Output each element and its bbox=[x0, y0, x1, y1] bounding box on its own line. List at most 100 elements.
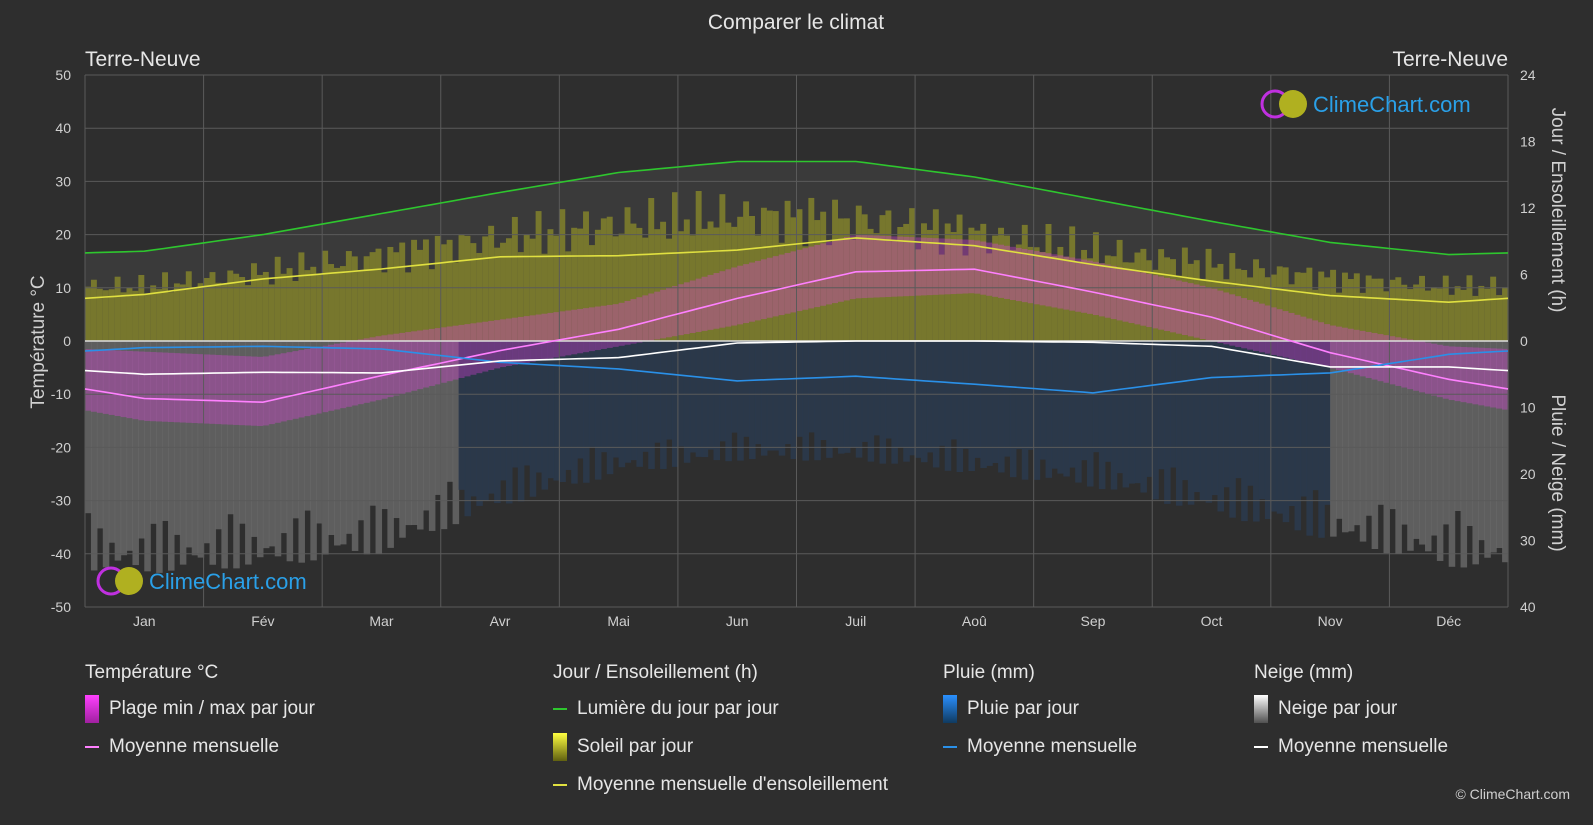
sunshine-bar bbox=[126, 287, 134, 341]
y-tick-label-left: -50 bbox=[51, 599, 71, 615]
sunshine-bar bbox=[1318, 271, 1325, 341]
temp-range-bar bbox=[903, 236, 910, 297]
logo-bottom[interactable]: ClimeChart.com bbox=[96, 566, 307, 596]
x-tick-label: Déc bbox=[1436, 613, 1461, 629]
sunshine-bar bbox=[245, 285, 252, 341]
temp-range-bar bbox=[1253, 301, 1260, 351]
rain-bar bbox=[861, 341, 869, 442]
temp-range-bar bbox=[683, 282, 691, 335]
sunshine-bar bbox=[233, 273, 240, 341]
temp-range-bar bbox=[339, 342, 347, 409]
temp-range-bar bbox=[440, 327, 448, 383]
sunshine-bar bbox=[974, 230, 981, 341]
rain-avg-swatch bbox=[943, 746, 957, 748]
sunshine-bar bbox=[1347, 279, 1355, 341]
sunshine-bar bbox=[191, 288, 199, 341]
temp-range-bar bbox=[1324, 324, 1331, 367]
temp-range-bar bbox=[1502, 348, 1509, 410]
rain-bar bbox=[873, 341, 881, 436]
sunshine-bar bbox=[1341, 272, 1349, 341]
legend-label: Soleil par jour bbox=[577, 736, 694, 757]
rain-bar bbox=[1247, 341, 1254, 486]
temp-range-bar bbox=[168, 352, 175, 422]
sunshine-bar bbox=[891, 240, 898, 341]
rain-bar bbox=[559, 341, 566, 482]
y-tick-label-right-hours: 24 bbox=[1520, 67, 1536, 83]
x-tick-label: Mar bbox=[369, 613, 393, 629]
temp-range-bar bbox=[1039, 252, 1047, 306]
rain-bar bbox=[1075, 341, 1082, 483]
sunshine-bar bbox=[470, 243, 477, 341]
snow-bar bbox=[1466, 341, 1474, 527]
temp-range-bar bbox=[1472, 347, 1479, 405]
temp-range-bar bbox=[707, 274, 715, 330]
temp-range-bar bbox=[1229, 294, 1236, 346]
rain-bar bbox=[1211, 341, 1219, 496]
sunshine-bar bbox=[1306, 267, 1313, 341]
rain-avg-line bbox=[84, 345, 1509, 394]
y-tick-label-right-hours: 12 bbox=[1520, 200, 1536, 216]
temp-range-bar bbox=[624, 300, 632, 345]
rain-bar bbox=[1104, 341, 1112, 462]
legend-label: Neige par jour bbox=[1278, 698, 1398, 719]
snow-bar bbox=[1336, 341, 1343, 519]
rain-bar bbox=[802, 341, 809, 461]
rain-bar bbox=[612, 341, 620, 458]
temp-range-bar bbox=[1134, 271, 1141, 325]
rain-bar bbox=[482, 341, 489, 501]
snow-bar bbox=[316, 341, 323, 524]
rain-bar bbox=[1027, 341, 1035, 450]
copyright[interactable]: © ClimeChart.com bbox=[1455, 786, 1570, 802]
sunshine-bar bbox=[162, 272, 169, 341]
sunshine-bar bbox=[950, 232, 958, 341]
sunshine-bar bbox=[1187, 263, 1195, 341]
rain-bar bbox=[1128, 341, 1136, 484]
temp-range-bar bbox=[725, 269, 732, 327]
y-axis-right-top-label: Jour / Ensoleillement (h) bbox=[1547, 108, 1568, 313]
snow-bar bbox=[298, 341, 305, 563]
temp-range-bar bbox=[636, 297, 643, 343]
sunshine-bar bbox=[1158, 249, 1165, 341]
sunshine-bar bbox=[334, 267, 341, 341]
y-tick-label-left: 50 bbox=[55, 67, 71, 83]
temp-range-bar bbox=[1241, 298, 1248, 349]
rain-bar bbox=[1116, 341, 1124, 474]
snow-bar bbox=[1365, 341, 1373, 516]
sunshine-bar bbox=[636, 227, 643, 341]
snow-bar bbox=[452, 341, 460, 525]
sunshine-bar bbox=[1424, 290, 1432, 341]
legend-item: Moyenne mensuelle d'ensoleillement bbox=[553, 766, 888, 804]
temp-range-bar bbox=[760, 259, 768, 320]
rain-bar bbox=[915, 341, 922, 458]
temp-range-bar bbox=[1490, 348, 1497, 408]
rain-bar bbox=[1015, 341, 1023, 450]
rain-bar bbox=[790, 341, 798, 460]
legend-item: Lumière du jour par jour bbox=[553, 690, 888, 728]
legend-item: Pluie par jour bbox=[943, 690, 1137, 728]
location-right: Terre-Neuve bbox=[1392, 48, 1508, 71]
temp-range-bar bbox=[1401, 338, 1408, 388]
temp-range-bar bbox=[974, 240, 981, 294]
sunshine-bar bbox=[1490, 276, 1497, 341]
temp-range-bar bbox=[1359, 330, 1367, 377]
logo-top[interactable]: ClimeChart.com bbox=[1260, 89, 1471, 119]
temp-range-bar bbox=[820, 243, 827, 306]
temp-range-bar bbox=[292, 351, 300, 419]
snow-bar bbox=[405, 341, 412, 526]
sunshine-bar bbox=[630, 223, 638, 341]
temp-range-bar bbox=[1294, 314, 1302, 361]
temp-range-bar bbox=[452, 325, 460, 380]
temp-range-bar bbox=[375, 336, 383, 401]
sunshine-bar bbox=[256, 274, 264, 341]
legend-snow: Neige (mm) Neige par jour Moyenne mensue… bbox=[1254, 660, 1448, 766]
rain-bar bbox=[494, 341, 501, 504]
temp-range-bar bbox=[470, 323, 477, 375]
snow-avg-line bbox=[84, 340, 1509, 376]
temp-range-bar bbox=[606, 304, 614, 348]
snow-bar bbox=[168, 341, 175, 571]
rain-bar bbox=[838, 341, 845, 454]
chart-title: Comparer le climat bbox=[708, 11, 884, 34]
snow-bar bbox=[144, 341, 151, 572]
sunshine-bar bbox=[529, 238, 537, 341]
rain-bar bbox=[1140, 341, 1147, 493]
